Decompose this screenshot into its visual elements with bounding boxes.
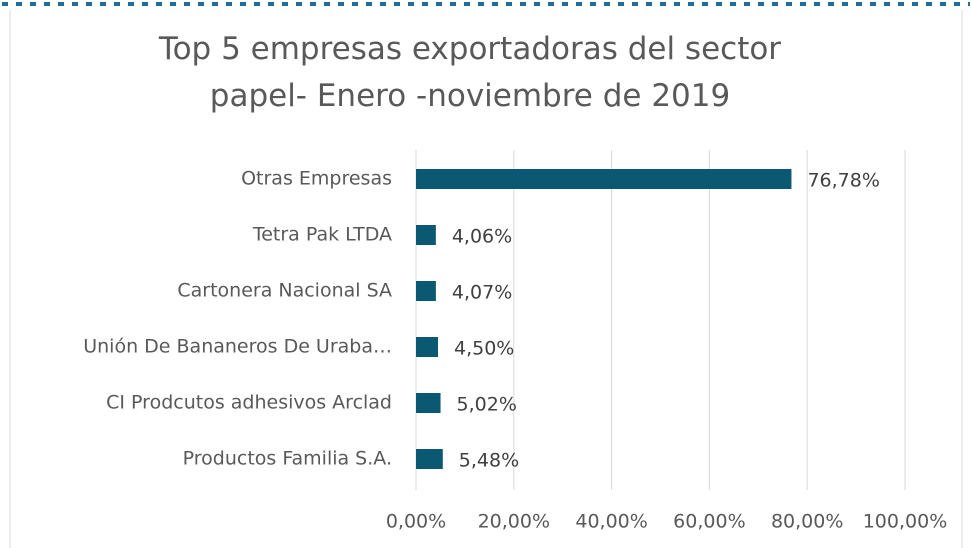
y-tick-label: Tetra Pak LTDA (252, 224, 392, 246)
bar (416, 281, 436, 301)
data-label: 4,07% (452, 282, 512, 304)
bar (416, 225, 436, 245)
x-tick-label: 60,00% (673, 511, 745, 533)
x-tick-label: 20,00% (478, 511, 550, 533)
bar (416, 337, 439, 357)
x-tick-label: 0,00% (386, 511, 446, 533)
y-tick-label: Productos Familia S.A. (183, 448, 392, 470)
data-label: 5,02% (457, 394, 517, 416)
data-label: 76,78% (807, 170, 879, 192)
data-label: 4,06% (452, 226, 512, 248)
y-tick-label: Cartonera Nacional SA (177, 280, 392, 302)
chart-title: Top 5 empresas exportadoras del sector pa… (158, 31, 781, 114)
data-label: 5,48% (459, 450, 519, 472)
x-tick-label: 40,00% (575, 511, 647, 533)
y-tick-label: Otras Empresas (241, 168, 392, 190)
bar (416, 169, 792, 189)
x-tick-label: 80,00% (771, 511, 843, 533)
y-tick-label: Unión De Bananeros De Uraba… (83, 336, 392, 358)
data-label: 4,50% (454, 338, 514, 360)
y-tick-label: CI Prodcutos adhesivos Arclad (106, 392, 392, 414)
bar (416, 393, 441, 413)
x-tick-label: 100,00% (863, 511, 948, 533)
bar (416, 449, 443, 469)
